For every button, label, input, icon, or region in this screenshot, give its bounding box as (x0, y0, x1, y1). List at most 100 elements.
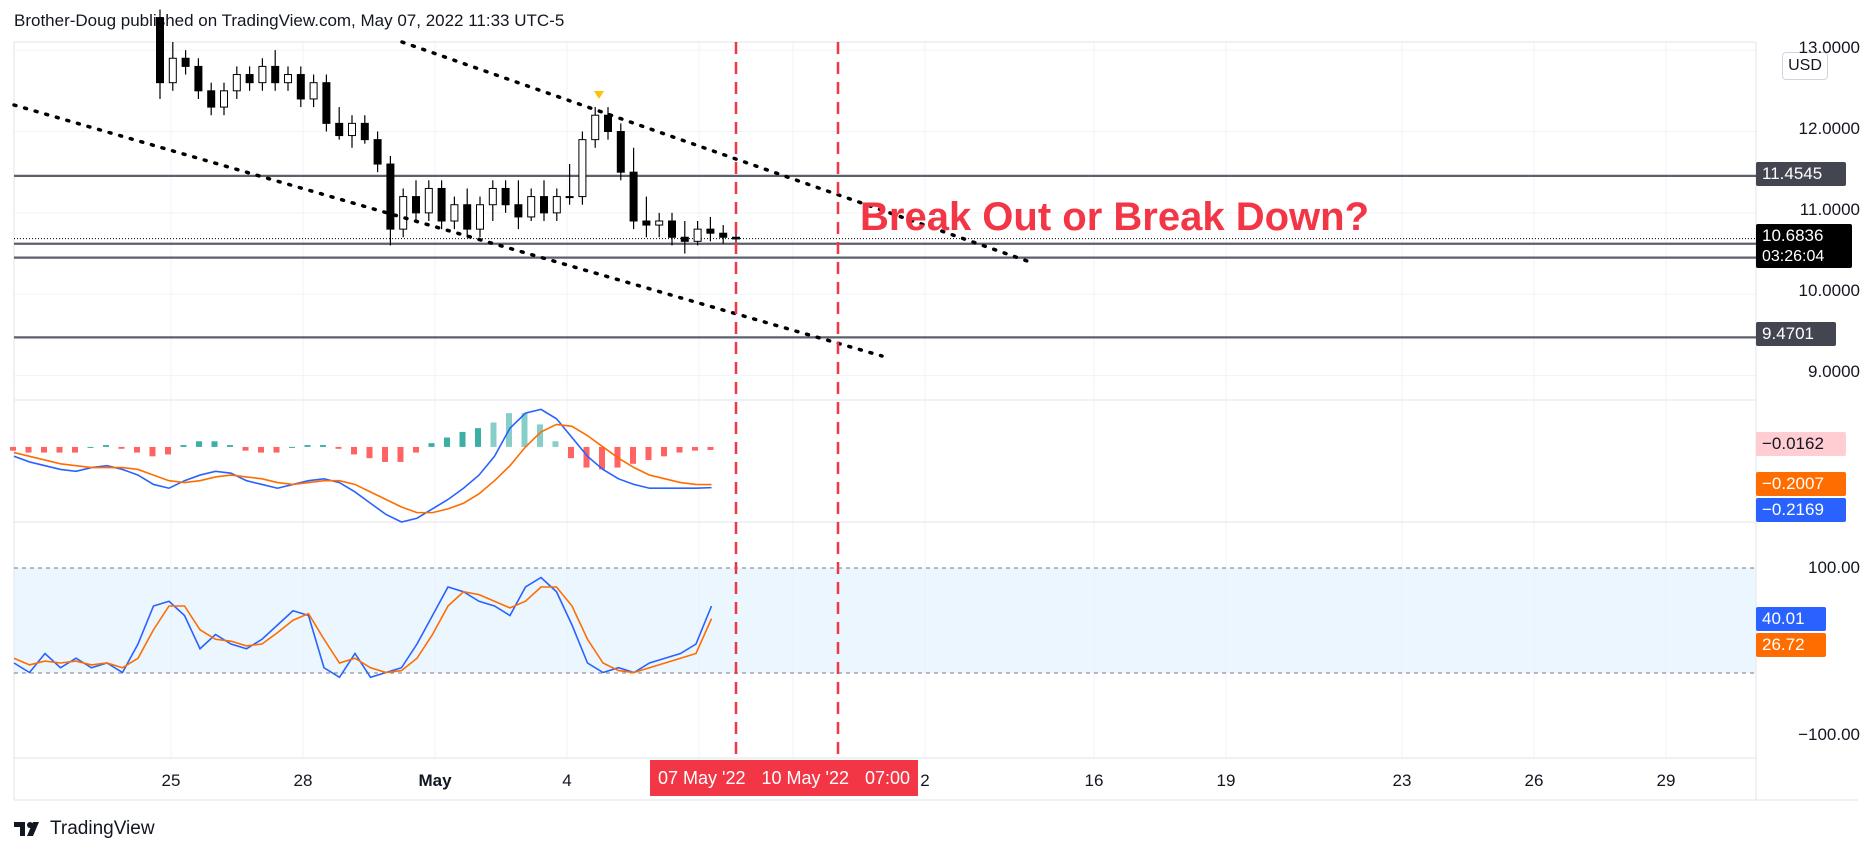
candle-body (271, 65, 280, 84)
macd-histogram-bar (211, 441, 218, 447)
macd-histogram-bar (583, 446, 590, 468)
macd-histogram-bar (56, 446, 63, 453)
macd-histogram-bar (10, 446, 16, 451)
candle-body (476, 204, 484, 230)
candle-body (156, 17, 164, 84)
macd-histogram-bar (537, 424, 543, 447)
level-label-low: 9.4701 (1756, 322, 1836, 346)
candle-body (168, 57, 177, 84)
candle-body (719, 232, 728, 238)
macd-histogram-bar (676, 446, 683, 453)
macd-line-label: −0.2169 (1756, 498, 1846, 522)
macd-histogram-bar (552, 441, 559, 447)
date-badge-start: 07 May '22 (658, 768, 746, 788)
macd-histogram-bar (521, 413, 528, 447)
macd-signal-label: −0.2007 (1756, 472, 1846, 496)
macd-signal-line (13, 423, 712, 514)
annotation-text[interactable]: Break Out or Break Down? (860, 195, 1370, 239)
macd-histogram-bar (490, 422, 497, 447)
date-range-badges: 07 May '22 10 May '22 07:00 (650, 760, 919, 796)
macd-line (13, 408, 712, 523)
macd-pane (10, 408, 714, 523)
candle-body (194, 65, 203, 92)
macd-histogram-bar (366, 446, 373, 459)
candle-body (527, 196, 536, 218)
macd-histogram-bar (72, 446, 78, 453)
macd-histogram-bar (180, 445, 187, 447)
macd-histogram-bar (196, 441, 202, 447)
macd-histogram-bar (273, 446, 280, 453)
stoch-d-line (13, 586, 713, 674)
candle-body (642, 220, 651, 226)
candle-body (181, 57, 190, 67)
candle-body (232, 74, 241, 92)
candle-body (399, 196, 408, 230)
candle-body (335, 122, 344, 137)
candle-body (373, 139, 382, 165)
candle-body (437, 187, 446, 222)
candle-body (386, 163, 395, 230)
macd-histogram-bar (413, 446, 419, 453)
macd-histogram-bar (335, 446, 342, 449)
candle-body (578, 139, 587, 198)
footer-brand[interactable]: TradingView (14, 818, 155, 840)
candle-body (322, 82, 331, 124)
candle-body (463, 204, 472, 230)
candle-body (591, 114, 600, 141)
tradingview-logo-icon (14, 822, 39, 836)
stoch-k-line (13, 576, 713, 679)
stoch-d-label: 26.72 (1756, 633, 1826, 657)
macd-histogram-bar (118, 446, 125, 449)
candle-body (245, 74, 254, 84)
time-badge: 07:00 (865, 768, 911, 788)
macd-histogram-bar (25, 446, 32, 453)
macd-histogram-bar (661, 446, 667, 457)
stoch-k-label: 40.01 (1756, 607, 1826, 631)
time-tick: 26 (1524, 771, 1544, 790)
candle-body (693, 228, 702, 242)
macd-histogram-bar (444, 437, 450, 447)
price-tick: 9.0000 (1808, 362, 1860, 381)
macd-histogram-bar (87, 446, 94, 448)
candle-body (668, 220, 676, 238)
candle-body (629, 171, 638, 222)
macd-histogram-bar (103, 445, 109, 447)
candle-body (258, 65, 267, 84)
macd-histogram-bar (304, 445, 311, 447)
currency-selector[interactable]: USD (1782, 52, 1828, 80)
candle-body (680, 236, 689, 242)
current-price-label: 10.6836 (1756, 224, 1852, 248)
macd-histogram-bar (459, 431, 466, 447)
candle-body (424, 187, 433, 214)
candle-body (706, 228, 715, 234)
price-tick: 13.0000 (1798, 38, 1860, 57)
macd-histogram-bar (320, 445, 326, 447)
macd-histogram-bar (599, 446, 605, 470)
macd-histogram-bar (645, 446, 652, 461)
candle-body (552, 196, 561, 214)
price-tick: 12.0000 (1798, 119, 1860, 138)
macd-histogram-bar (382, 446, 388, 462)
date-badge-end: 10 May '22 (761, 768, 850, 788)
candle-body (501, 187, 510, 206)
stoch-pane (13, 567, 1756, 679)
candle-body (450, 204, 459, 222)
level-label-high: 11.4545 (1756, 162, 1846, 186)
stoch-tick: 100.00 (1808, 558, 1860, 577)
macd-histogram-bar (630, 446, 636, 464)
candle-body (412, 196, 420, 214)
time-tick: 28 (293, 771, 313, 790)
candle-body (514, 204, 523, 218)
candle-body (732, 236, 740, 240)
candle-body (488, 187, 497, 206)
macd-histogram-bar (134, 446, 140, 453)
candle-body (655, 220, 664, 226)
macd-histogram-bar (41, 446, 47, 453)
candle-body (207, 90, 216, 108)
alert-marker (594, 91, 604, 99)
footer-brand-text: TradingView (50, 818, 155, 839)
time-tick: 4 (562, 771, 572, 790)
candle-body (540, 196, 548, 214)
candle-body (616, 131, 625, 173)
